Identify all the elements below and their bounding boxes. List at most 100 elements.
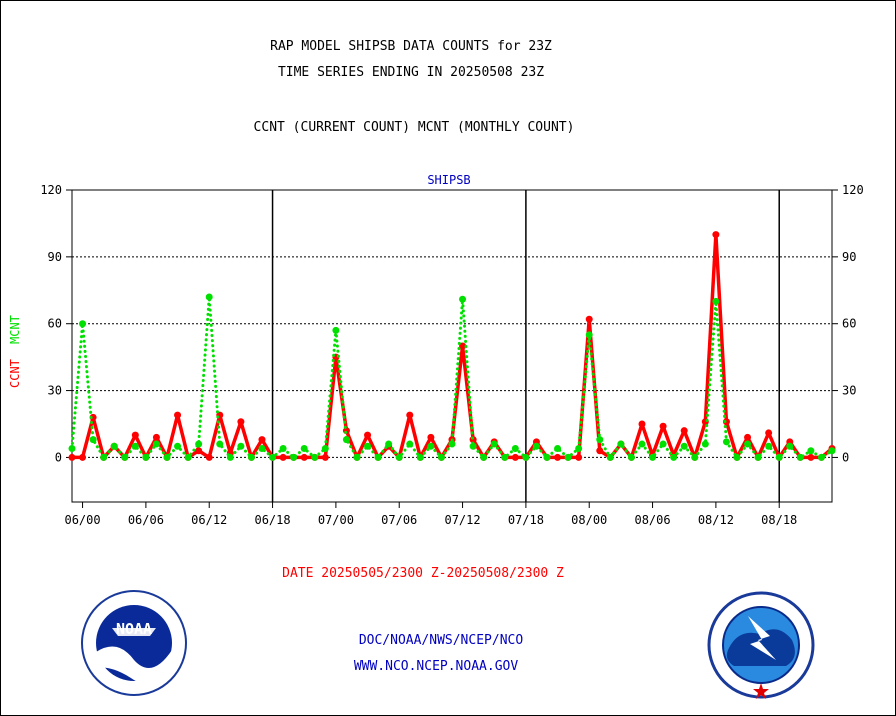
data-point-mcnt <box>722 438 730 446</box>
data-point-mcnt <box>775 453 783 461</box>
data-point-mcnt <box>606 453 614 461</box>
date-range: DATE 20250505/2300 Z-20250508/2300 Z <box>282 566 564 581</box>
x-tick-label: 06/18 <box>254 513 290 527</box>
data-point-ccnt <box>205 453 213 461</box>
data-point-mcnt <box>712 297 720 305</box>
chart-title: SHIPSB <box>427 173 470 187</box>
y-tick-label-left: 30 <box>48 384 62 398</box>
data-point-mcnt <box>807 447 815 455</box>
data-point-mcnt <box>300 445 308 453</box>
data-point-mcnt <box>68 445 76 453</box>
x-tick-label: 06/12 <box>191 513 227 527</box>
data-point-ccnt <box>807 453 815 461</box>
data-point-mcnt <box>659 440 667 448</box>
y-tick-label-left: 90 <box>48 250 62 264</box>
data-point-mcnt <box>501 453 509 461</box>
data-point-ccnt <box>321 453 329 461</box>
data-point-mcnt <box>554 445 562 453</box>
data-point-ccnt <box>195 447 203 455</box>
data-point-mcnt <box>131 442 139 450</box>
data-point-mcnt <box>100 453 108 461</box>
data-point-mcnt <box>543 453 551 461</box>
data-point-mcnt <box>311 453 319 461</box>
data-point-mcnt <box>142 453 150 461</box>
y-tick-label-right: 60 <box>842 317 856 331</box>
data-point-mcnt <box>522 453 530 461</box>
x-tick-label: 07/12 <box>444 513 480 527</box>
data-point-mcnt <box>765 442 773 450</box>
data-point-ccnt <box>712 231 720 239</box>
data-point-ccnt <box>659 422 667 430</box>
data-point-ccnt <box>68 453 76 461</box>
data-point-ccnt <box>575 453 583 461</box>
data-point-mcnt <box>575 445 583 453</box>
data-point-ccnt <box>300 453 308 461</box>
y-tick-label-left: 0 <box>55 450 62 464</box>
x-tick-label: 07/00 <box>318 513 354 527</box>
data-point-mcnt <box>321 445 329 453</box>
data-point-mcnt <box>459 295 467 303</box>
data-point-mcnt <box>216 440 224 448</box>
y-tick-label-left: 60 <box>48 317 62 331</box>
data-point-mcnt <box>786 442 794 450</box>
data-point-mcnt <box>796 453 804 461</box>
data-point-ccnt <box>279 453 287 461</box>
org-text: DOC/NOAA/NWS/NCEP/NCO <box>358 633 524 648</box>
x-tick-label: 08/12 <box>698 513 734 527</box>
x-tick-label: 06/00 <box>64 513 100 527</box>
data-point-mcnt <box>649 453 657 461</box>
data-point-mcnt <box>469 442 477 450</box>
data-point-mcnt <box>121 453 129 461</box>
data-point-mcnt <box>79 320 87 328</box>
data-point-mcnt <box>269 453 277 461</box>
plot-frame <box>71 189 833 503</box>
data-point-ccnt <box>638 420 646 428</box>
data-point-mcnt <box>195 440 203 448</box>
data-point-ccnt <box>554 453 562 461</box>
data-point-mcnt <box>110 442 118 450</box>
y-tick-label-left: 120 <box>40 183 62 197</box>
series-layer <box>68 231 836 461</box>
data-point-mcnt <box>596 436 604 444</box>
data-point-mcnt <box>480 453 488 461</box>
data-point-mcnt <box>585 331 593 339</box>
data-point-ccnt <box>511 453 519 461</box>
data-point-mcnt <box>448 440 456 448</box>
data-point-mcnt <box>691 453 699 461</box>
data-point-mcnt <box>205 293 213 301</box>
data-point-ccnt <box>174 411 182 419</box>
data-point-mcnt <box>427 442 435 450</box>
data-point-ccnt <box>131 431 139 439</box>
data-point-ccnt <box>406 411 414 419</box>
y-tick-label-right: 120 <box>842 183 864 197</box>
data-point-mcnt <box>385 440 393 448</box>
data-point-ccnt <box>427 433 435 441</box>
axes-layer: 0 0 30 30 60 60 90 90 120 120 06/00 06/06 06/12 06/18… <box>40 183 863 527</box>
x-tick-label: 07/06 <box>381 513 417 527</box>
data-point-ccnt <box>765 429 773 437</box>
page-subtitle: TIME SERIES ENDING IN 20250508 23Z <box>277 65 545 80</box>
x-tick-label: 08/06 <box>634 513 670 527</box>
data-point-mcnt <box>395 453 403 461</box>
data-point-ccnt <box>459 342 467 350</box>
data-point-mcnt <box>258 445 266 453</box>
data-point-mcnt <box>406 440 414 448</box>
data-point-ccnt <box>89 413 97 421</box>
data-point-mcnt <box>184 453 192 461</box>
count-legend-text: CCNT (CURRENT COUNT) MCNT (MONTHLY COUNT… <box>253 120 575 135</box>
data-point-mcnt <box>680 442 688 450</box>
data-point-mcnt <box>670 453 678 461</box>
data-point-mcnt <box>290 453 298 461</box>
y-tick-label-right: 30 <box>842 384 856 398</box>
data-point-mcnt <box>744 440 752 448</box>
data-point-ccnt <box>364 431 372 439</box>
x-tick-label: 07/18 <box>508 513 544 527</box>
data-point-ccnt <box>79 453 87 461</box>
data-point-ccnt <box>237 418 245 426</box>
data-point-mcnt <box>163 453 171 461</box>
data-point-mcnt <box>332 326 340 334</box>
website-link[interactable]: WWW.NCO.NCEP.NOAA.GOV <box>353 659 519 674</box>
data-point-mcnt <box>828 447 836 455</box>
x-tick-label: 06/06 <box>128 513 164 527</box>
data-point-mcnt <box>754 453 762 461</box>
